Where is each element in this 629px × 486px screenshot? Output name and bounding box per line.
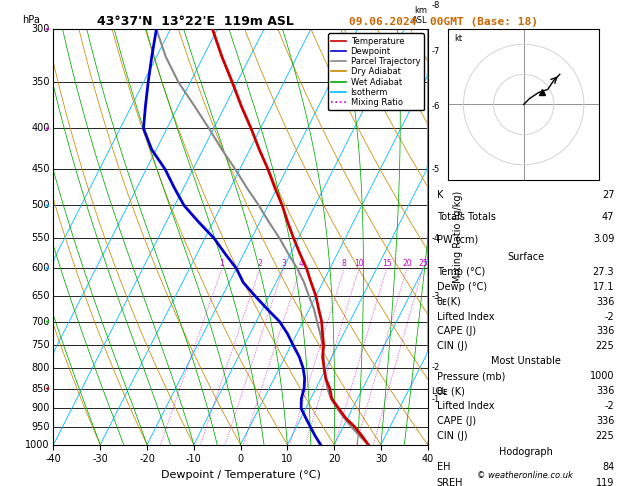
Text: 15: 15 xyxy=(382,260,391,268)
Text: -2: -2 xyxy=(431,363,440,372)
Text: -3: -3 xyxy=(431,292,440,300)
Text: -7: -7 xyxy=(431,47,440,56)
Text: SREH: SREH xyxy=(437,478,463,486)
Text: CAPE (J): CAPE (J) xyxy=(437,417,476,426)
Text: Dewp (°C): Dewp (°C) xyxy=(437,282,487,292)
Text: 800: 800 xyxy=(31,363,50,373)
Text: 336: 336 xyxy=(596,296,615,307)
Text: 350: 350 xyxy=(31,77,50,87)
Text: -5: -5 xyxy=(431,165,440,174)
Text: kt: kt xyxy=(454,34,462,43)
Text: -6: -6 xyxy=(431,102,440,111)
Text: Lifted Index: Lifted Index xyxy=(437,401,494,411)
Text: 27: 27 xyxy=(602,191,615,200)
Text: 27.3: 27.3 xyxy=(593,267,615,277)
Text: 600: 600 xyxy=(31,263,50,274)
Text: 750: 750 xyxy=(31,340,50,350)
Text: -8: -8 xyxy=(431,1,440,10)
Legend: Temperature, Dewpoint, Parcel Trajectory, Dry Adiabat, Wet Adiabat, Isotherm, Mi: Temperature, Dewpoint, Parcel Trajectory… xyxy=(328,34,423,110)
Text: 650: 650 xyxy=(31,291,50,301)
Text: 2: 2 xyxy=(257,260,262,268)
Title: 43°37'N  13°22'E  119m ASL: 43°37'N 13°22'E 119m ASL xyxy=(97,15,294,28)
Text: 1000: 1000 xyxy=(25,440,50,450)
Text: hPa: hPa xyxy=(21,15,40,25)
Text: 336: 336 xyxy=(596,386,615,396)
Text: 900: 900 xyxy=(31,403,50,413)
Text: Surface: Surface xyxy=(507,252,544,262)
Text: 09.06.2024  00GMT (Base: 18): 09.06.2024 00GMT (Base: 18) xyxy=(349,17,538,27)
Text: Totals Totals: Totals Totals xyxy=(437,212,496,222)
Text: 950: 950 xyxy=(31,422,50,432)
Text: Hodograph: Hodograph xyxy=(499,447,552,456)
Text: -1: -1 xyxy=(431,395,440,404)
Text: 17.1: 17.1 xyxy=(593,282,615,292)
Text: θᴇ(K): θᴇ(K) xyxy=(437,296,462,307)
Text: 336: 336 xyxy=(596,417,615,426)
Text: Mixing Ratio (g/kg): Mixing Ratio (g/kg) xyxy=(453,191,463,283)
Text: -2: -2 xyxy=(604,401,615,411)
Text: θᴇ (K): θᴇ (K) xyxy=(437,386,465,396)
Text: 225: 225 xyxy=(596,341,615,351)
Text: © weatheronline.co.uk: © weatheronline.co.uk xyxy=(477,471,573,480)
Text: 1000: 1000 xyxy=(590,371,615,382)
Text: CIN (J): CIN (J) xyxy=(437,431,467,441)
Text: CIN (J): CIN (J) xyxy=(437,341,467,351)
Text: 25: 25 xyxy=(418,260,428,268)
Text: 84: 84 xyxy=(602,462,615,472)
Text: km
ASL: km ASL xyxy=(412,6,428,25)
Text: CAPE (J): CAPE (J) xyxy=(437,327,476,336)
Text: Lifted Index: Lifted Index xyxy=(437,312,494,322)
Text: 47: 47 xyxy=(602,212,615,222)
Text: Pressure (mb): Pressure (mb) xyxy=(437,371,505,382)
Text: LCL: LCL xyxy=(431,387,447,396)
X-axis label: Dewpoint / Temperature (°C): Dewpoint / Temperature (°C) xyxy=(160,470,321,480)
Text: PW (cm): PW (cm) xyxy=(437,234,478,244)
Text: 3: 3 xyxy=(281,260,286,268)
Text: 500: 500 xyxy=(31,200,50,210)
Text: K: K xyxy=(437,191,443,200)
Text: 336: 336 xyxy=(596,327,615,336)
Text: 400: 400 xyxy=(31,123,50,134)
Text: 225: 225 xyxy=(596,431,615,441)
Text: 3.09: 3.09 xyxy=(593,234,615,244)
Text: 450: 450 xyxy=(31,164,50,174)
Text: 10: 10 xyxy=(354,260,364,268)
Text: 300: 300 xyxy=(31,24,50,34)
Text: 20: 20 xyxy=(402,260,411,268)
Text: 8: 8 xyxy=(342,260,347,268)
Text: Most Unstable: Most Unstable xyxy=(491,356,560,366)
Text: -2: -2 xyxy=(604,312,615,322)
Text: 1: 1 xyxy=(220,260,225,268)
Text: 700: 700 xyxy=(31,316,50,327)
Text: Temp (°C): Temp (°C) xyxy=(437,267,485,277)
Text: 119: 119 xyxy=(596,478,615,486)
Text: EH: EH xyxy=(437,462,450,472)
Text: -4: -4 xyxy=(431,234,440,243)
Text: 4: 4 xyxy=(298,260,303,268)
Text: 550: 550 xyxy=(31,233,50,243)
Text: 850: 850 xyxy=(31,383,50,394)
